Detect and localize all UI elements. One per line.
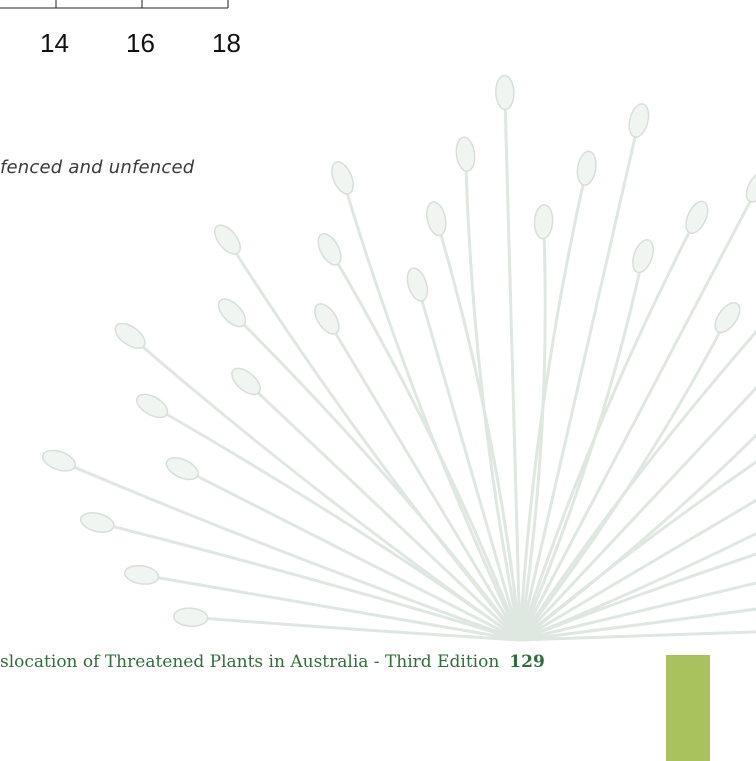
anther bbox=[495, 75, 514, 110]
anther bbox=[133, 390, 171, 423]
edge-bar bbox=[666, 655, 710, 761]
anther bbox=[173, 607, 208, 627]
footer: slocation of Threatened Plants in Austra… bbox=[0, 652, 545, 672]
anther bbox=[328, 159, 358, 197]
footer-title: slocation of Threatened Plants in Austra… bbox=[0, 652, 499, 672]
anther bbox=[404, 266, 431, 304]
filament bbox=[520, 404, 756, 640]
anther bbox=[123, 563, 159, 586]
anther bbox=[575, 150, 598, 186]
anther bbox=[40, 447, 78, 475]
x-tick-label: 16 bbox=[126, 28, 155, 59]
anther bbox=[310, 300, 344, 338]
x-tick-label: 18 bbox=[212, 28, 241, 59]
anther bbox=[314, 230, 346, 268]
anther bbox=[424, 200, 449, 237]
filament bbox=[232, 313, 520, 640]
filament bbox=[520, 573, 756, 640]
anther bbox=[742, 167, 756, 205]
anther bbox=[454, 136, 476, 172]
filament bbox=[130, 336, 520, 640]
filament bbox=[520, 627, 756, 640]
page-number: 129 bbox=[509, 652, 545, 672]
caption: fenced and unfenced bbox=[0, 157, 194, 178]
anther bbox=[210, 221, 245, 259]
filament bbox=[505, 92, 520, 640]
anther bbox=[682, 198, 713, 236]
anther bbox=[629, 237, 657, 275]
table-fragment bbox=[0, 0, 240, 12]
anther bbox=[710, 299, 744, 337]
anther bbox=[534, 204, 554, 239]
filament bbox=[227, 240, 520, 640]
page: {"figure_fragment": {"x_tick_labels": ["… bbox=[0, 0, 756, 761]
background-illustration bbox=[0, 0, 756, 761]
anther bbox=[626, 102, 652, 139]
anther bbox=[163, 453, 201, 484]
x-tick-label: 14 bbox=[40, 28, 69, 59]
anther bbox=[79, 510, 116, 536]
